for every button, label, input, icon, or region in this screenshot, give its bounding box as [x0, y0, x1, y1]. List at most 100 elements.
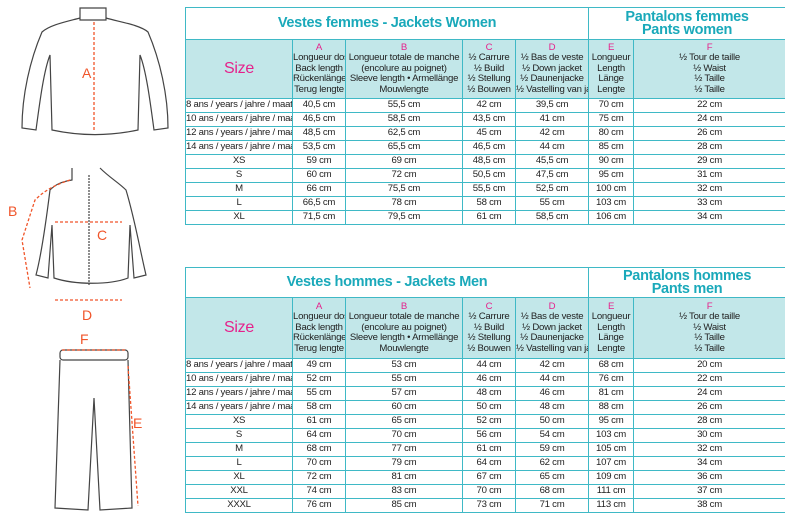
measurement-cell: 109 cm [588, 470, 635, 485]
table-row: 14 ans / years / jahre / maat 58 cm 60 cm 5… [185, 400, 785, 415]
measurement-cell: 71,5 cm [292, 210, 346, 225]
measurement-cell: 64 cm [292, 428, 346, 443]
label-a: A [82, 65, 92, 81]
column-header-line: Terug lengte [294, 342, 344, 354]
table-row: 8 ans / years / jahre / maat 49 cm 53 cm 44… [185, 358, 785, 373]
measurement-cell: 45,5 cm [514, 154, 590, 169]
measurement-cell: 50,5 cm [462, 168, 516, 183]
column-header-line: ½ Carrure [468, 52, 510, 64]
measurement-cell: 44 cm [462, 358, 516, 373]
column-letter: C [485, 41, 493, 53]
column-header-line: ½ Bouwen [467, 83, 511, 95]
measurement-cell: 78 cm [345, 196, 463, 211]
column-header-line: ½ Stellung [467, 73, 511, 85]
measurement-cell: 70 cm [292, 456, 346, 471]
measurement-cell: 70 cm [588, 98, 635, 113]
column-header-line: Mouwlengte [379, 83, 429, 95]
column-header-line: ½ Bouwen [467, 342, 511, 354]
size-cell: S [185, 168, 293, 183]
table-row: 10 ans / years / jahre / maat 52 cm 55 cm 4… [185, 372, 785, 387]
size-cell: 10 ans / years / jahre / maat [185, 112, 293, 127]
measurement-cell: 68 cm [292, 442, 346, 457]
measurement-cell: 95 cm [588, 414, 635, 429]
column-header-line: ½ Daunenjacke [520, 332, 584, 344]
measurement-cell: 65 cm [514, 470, 590, 485]
measurement-cell: 56 cm [462, 428, 516, 443]
measurement-cell: 81 cm [588, 386, 635, 401]
column-letter: F [706, 300, 713, 312]
column-header-line: ½ Taille [694, 342, 725, 354]
women-size-table: Vestes femmes - Jackets Women Pantalons f… [184, 7, 785, 225]
measurement-cell: 34 cm [633, 456, 785, 471]
measurement-cell: 55 cm [345, 372, 463, 387]
measurement-cell: 45 cm [462, 126, 516, 141]
measurement-cell: 88 cm [588, 400, 635, 415]
measurement-cell: 34 cm [633, 210, 785, 225]
measurement-cell: 59 cm [514, 442, 590, 457]
measurement-cell: 46,5 cm [462, 140, 516, 155]
column-header-line: ½ Carrure [468, 311, 510, 323]
size-cell: XXL [185, 484, 293, 499]
measurement-cell: 26 cm [633, 126, 785, 141]
measurement-cell: 77 cm [345, 442, 463, 457]
column-header-line: Sleeve length • Armellänge [349, 332, 459, 344]
column-header-line: Longueur dos [293, 52, 346, 64]
column-header-line: ½ Tour de taille [679, 52, 740, 64]
table-row: L 66,5 cm 78 cm 58 cm 55 cm 103 cm 33 cm [185, 196, 785, 211]
men-size-table: Vestes hommes - Jackets Men Pantalons hom… [184, 267, 785, 513]
measurement-cell: 59 cm [292, 154, 346, 169]
measurement-cell: 53 cm [345, 358, 463, 373]
measurement-cell: 62 cm [514, 456, 590, 471]
measurement-cell: 76 cm [292, 498, 346, 513]
measurement-cell: 66,5 cm [292, 196, 346, 211]
measurement-cell: 33 cm [633, 196, 785, 211]
pants-title-line: Pantalons hommes [622, 267, 752, 284]
label-f: F [80, 331, 89, 347]
measurement-cell: 103 cm [588, 428, 635, 443]
column-letter: A [315, 41, 323, 53]
measurement-cell: 113 cm [588, 498, 635, 513]
size-cell: XS [185, 154, 293, 169]
column-header-line: Länge [598, 73, 624, 85]
measurement-cell: 55,5 cm [462, 182, 516, 197]
size-cell: S [185, 428, 293, 443]
column-letter: B [400, 300, 408, 312]
measurement-cell: 44 cm [514, 372, 590, 387]
column-letter: E [607, 300, 615, 312]
table-row: 10 ans / years / jahre / maat 46,5 cm 58,5… [185, 112, 785, 127]
size-cell: M [185, 442, 293, 457]
table-row: 14 ans / years / jahre / maat 53,5 cm 65,5… [185, 140, 785, 155]
table-row: 8 ans / years / jahre / maat 40,5 cm 55,5 … [185, 98, 785, 113]
column-letter: B [400, 41, 408, 53]
measurement-cell: 68 cm [588, 358, 635, 373]
label-b: B [8, 203, 17, 219]
label-e: E [133, 415, 142, 431]
measurement-cell: 69 cm [345, 154, 463, 169]
size-cell: 10 ans / years / jahre / maat [185, 372, 293, 387]
size-header: Size [185, 297, 293, 359]
table-row: 12 ans / years / jahre / maat 55 cm 57 cm 4… [185, 386, 785, 401]
measurement-cell: 71 cm [514, 498, 590, 513]
column-header-line: Sleeve length • Armellänge [349, 73, 459, 85]
measurement-cell: 24 cm [633, 386, 785, 401]
column-header-line: Rückenlänge [293, 332, 346, 344]
column-header-line: Back length [295, 321, 343, 333]
pants-title-line: Pants women [641, 21, 733, 38]
column-header-line: ½ Taille [694, 73, 725, 85]
measurement-cell: 58 cm [462, 196, 516, 211]
measurement-cell: 58 cm [292, 400, 346, 415]
column-header-line: Length [597, 321, 625, 333]
measurement-cell: 57 cm [345, 386, 463, 401]
measurement-cell: 111 cm [588, 484, 635, 499]
measurement-cell: 50 cm [462, 400, 516, 415]
measurement-cell: 53,5 cm [292, 140, 346, 155]
measurement-cell: 66 cm [292, 182, 346, 197]
column-letter: F [706, 41, 713, 53]
measurement-cell: 70 cm [345, 428, 463, 443]
measurement-cell: 72 cm [292, 470, 346, 485]
measurement-cell: 32 cm [633, 442, 785, 457]
